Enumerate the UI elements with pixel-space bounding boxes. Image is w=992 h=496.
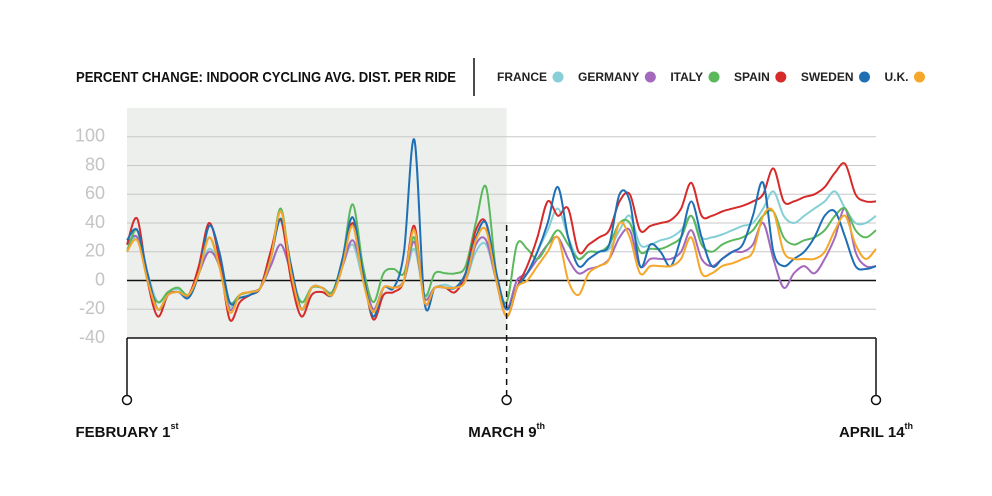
series-line [126, 138, 877, 318]
legend-swatch [708, 71, 720, 83]
legend-swatch [913, 71, 925, 83]
x-label-suffix: st [171, 421, 179, 431]
legend-swatch [775, 71, 787, 83]
y-tick-label: -40 [79, 327, 105, 347]
x-label-text: FEBRUARY 1 [75, 424, 170, 441]
y-tick-label: 20 [85, 241, 105, 261]
x-label-suffix: th [537, 421, 546, 431]
y-tick-label: 60 [85, 183, 105, 203]
legend-label: SPAIN [734, 70, 770, 84]
y-tick-label: 100 [75, 126, 105, 146]
x-label-text: MARCH 9 [468, 424, 536, 441]
legend-swatch [644, 71, 656, 83]
series-line [126, 207, 877, 318]
x-tick-dot [870, 394, 882, 406]
legend-label: FRANCE [497, 70, 547, 84]
y-tick-label: -20 [79, 298, 105, 318]
y-tick-label: 40 [85, 212, 105, 232]
x-tick-label: APRIL 14th [839, 421, 913, 441]
legend-label: SWEDEN [801, 70, 854, 84]
x-label-text: APRIL 14 [839, 424, 905, 441]
y-tick-label: 0 [95, 269, 105, 289]
x-tick-label: MARCH 9th [468, 421, 545, 441]
legend-swatch [552, 71, 564, 83]
legend-label: U.K. [884, 70, 908, 84]
legend-label: ITALY [670, 70, 703, 84]
chart-title: PERCENT CHANGE: INDOOR CYCLING AVG. DIST… [76, 69, 456, 86]
x-label-suffix: th [905, 421, 914, 431]
legend-label: GERMANY [578, 70, 639, 84]
x-tick-dot [121, 394, 133, 406]
legend-swatch [858, 71, 870, 83]
x-tick-dot [501, 394, 512, 406]
y-tick-label: 80 [85, 154, 105, 174]
x-tick-label: FEBRUARY 1st [75, 421, 178, 441]
